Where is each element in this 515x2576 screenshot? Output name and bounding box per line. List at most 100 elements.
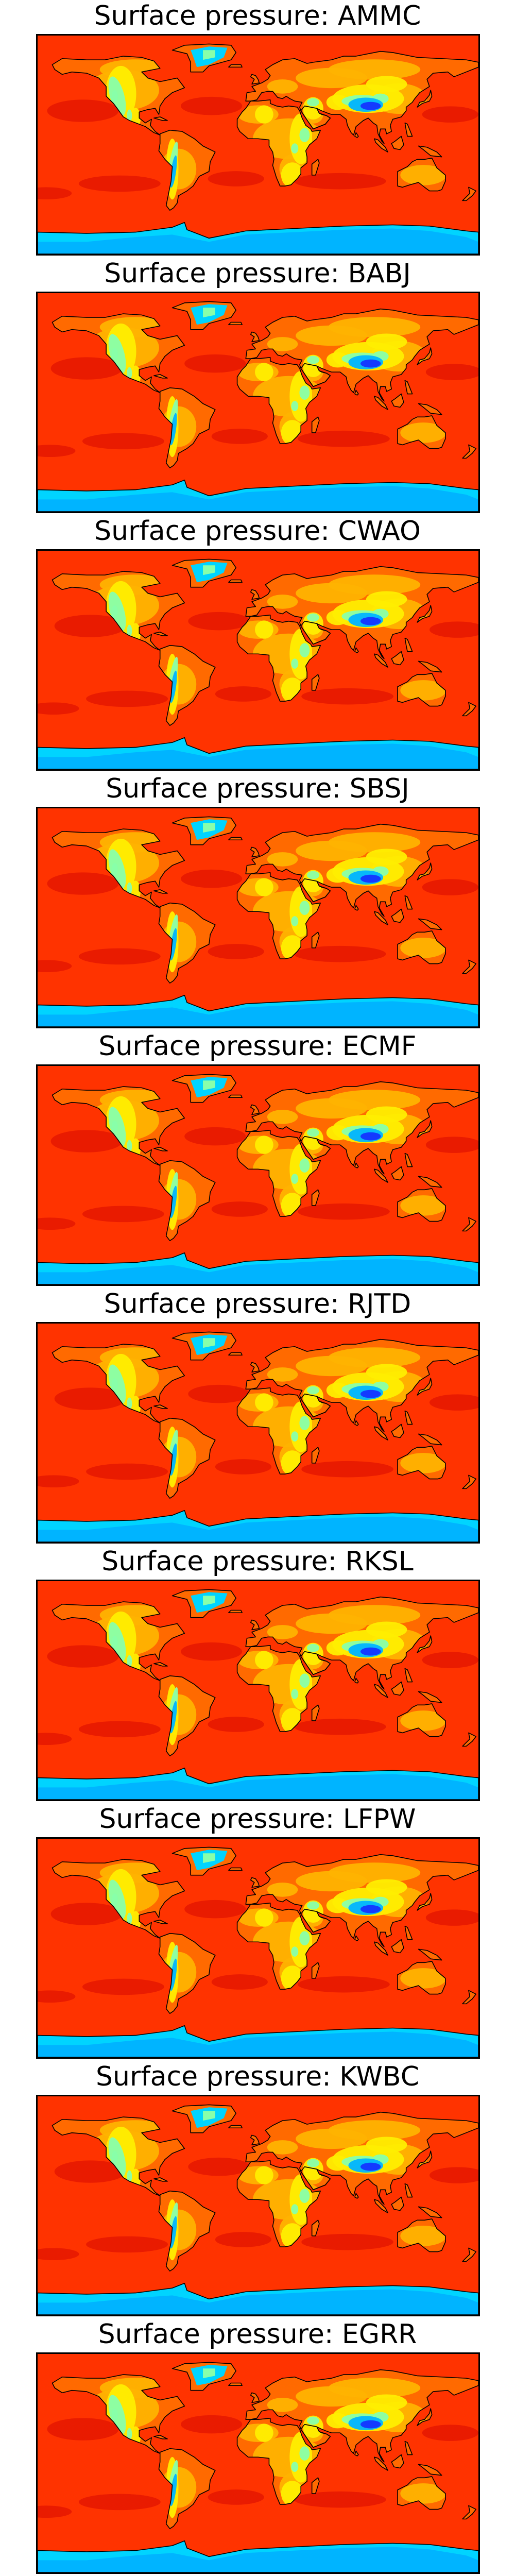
high-pressure-cell: [50, 1130, 123, 1153]
terrain-mid: [400, 1195, 447, 1216]
land-iceland: [228, 580, 243, 583]
high-pressure-cell: [82, 1206, 164, 1223]
high-pressure-cell: [215, 1459, 272, 1475]
land-iceland: [228, 837, 243, 840]
coastline-greenland: [171, 2362, 236, 2391]
coastline-borneo: [391, 2454, 404, 2469]
coastline-japan: [417, 1635, 433, 1653]
terrain-mid: [328, 59, 421, 80]
coastline-japan: [417, 2408, 433, 2426]
land-borneo: [391, 1424, 404, 1438]
surface-pressure-field: [38, 1324, 478, 1542]
coastline-sumatra: [374, 138, 388, 152]
high-pressure-cell: [181, 2415, 243, 2434]
coastline-antarctica: [38, 1510, 478, 1542]
land-new-guinea: [418, 146, 442, 157]
coastline-north-america: [52, 313, 185, 393]
land-new-guinea: [418, 2207, 442, 2218]
coastline-north-america: [52, 1086, 185, 1166]
coastline-cuba: [153, 1662, 168, 1667]
coastline-britain: [250, 331, 260, 343]
terrain-mid: [267, 595, 298, 609]
coastline-sri-lanka: [354, 1420, 359, 1426]
map-panel-ammc: Surface pressure: AMMC: [0, 0, 515, 258]
coastline-madagascar: [311, 1447, 320, 1464]
coastline-south-america: [158, 902, 216, 984]
high-pressure-cell: [50, 1903, 123, 1925]
high-pressure-cell: [47, 99, 119, 122]
terrain-highland: [291, 2204, 299, 2214]
land-madagascar: [312, 2220, 319, 2236]
high-pressure-cell: [211, 1974, 268, 1990]
coastline-sumatra: [374, 2199, 388, 2213]
terrain-highland: [299, 901, 310, 915]
terrain-high: [326, 2413, 349, 2429]
land-new-guinea: [418, 2464, 442, 2476]
terrain-high: [366, 1879, 407, 1895]
land-sumatra: [374, 1169, 388, 1183]
coastline-africa: [236, 1903, 321, 1990]
coastline-sumatra: [374, 911, 388, 925]
surface-pressure-field: [38, 2096, 478, 2315]
coastline-greenland: [171, 1846, 236, 1876]
high-pressure-cell: [184, 1127, 246, 1146]
high-pressure-cell: [298, 1203, 390, 1220]
coastline-madagascar: [311, 1189, 320, 1206]
coastline-greenland: [171, 2104, 236, 2133]
coastline-antarctica: [38, 222, 478, 254]
coastline-australia: [397, 1446, 446, 1480]
coastline-britain: [250, 1362, 260, 1373]
tibetan-plateau-core: [360, 2162, 381, 2171]
terrain-high: [255, 1393, 273, 1412]
surface-pressure-field: [38, 293, 478, 512]
coastline-iceland: [228, 2125, 243, 2129]
coastline-new-guinea: [418, 918, 442, 930]
coastline-africa: [236, 1130, 321, 1217]
coastline-madagascar: [311, 159, 320, 176]
coastline-philippines: [404, 1410, 413, 1425]
coastline-madagascar: [311, 1962, 320, 1979]
high-pressure-cell: [86, 690, 168, 707]
panel-title: Surface pressure: BABJ: [104, 258, 411, 289]
coastline-sumatra: [374, 396, 388, 410]
terrain-high: [366, 1621, 407, 1638]
coastline-africa: [236, 1387, 321, 1475]
antarctic-plateau: [38, 1774, 478, 1800]
coastline-madagascar: [311, 2219, 320, 2236]
coastline-madagascar: [311, 674, 320, 691]
coastline-greenland: [171, 1074, 236, 1103]
terrain-high: [366, 76, 407, 92]
coastline-africa: [236, 357, 321, 444]
coastline-sri-lanka: [354, 2193, 359, 2199]
terrain-mid: [400, 1968, 447, 1989]
andes-spine: [170, 1185, 177, 1218]
world-map: [36, 1064, 480, 1286]
coastline-antarctica: [38, 994, 478, 1027]
andes-spine: [170, 2216, 177, 2249]
terrain-highland: [291, 1689, 299, 1699]
terrain-mid: [400, 2226, 447, 2246]
tibetan-plateau-core: [360, 359, 381, 368]
land-sumatra: [374, 2199, 388, 2213]
terrain-mid: [400, 1710, 447, 1731]
surface-pressure-field: [38, 2354, 478, 2572]
land-iceland: [228, 2383, 243, 2386]
land-new-zealand: [462, 960, 476, 974]
coastline-madagascar: [311, 1704, 320, 1721]
high-pressure-cell: [425, 1909, 478, 1926]
terrain-mid: [328, 1347, 421, 1368]
high-pressure-cell: [294, 945, 386, 962]
terrain-high: [366, 1364, 407, 1380]
coastline-antarctica: [38, 1767, 478, 1800]
land-iceland: [228, 322, 243, 325]
terrain-high: [326, 1125, 349, 1141]
coastline-arabia: [300, 1393, 331, 1418]
coastline-borneo: [391, 1681, 404, 1696]
antarctic-plateau: [38, 1001, 478, 1027]
terrain-mid: [328, 832, 421, 853]
terrain-highland: [291, 1946, 299, 1957]
map-panel-babj: Surface pressure: BABJ: [0, 258, 515, 515]
coastline-madagascar: [311, 416, 320, 433]
surface-pressure-field: [38, 1066, 478, 1284]
antarctic-plateau: [38, 743, 478, 769]
